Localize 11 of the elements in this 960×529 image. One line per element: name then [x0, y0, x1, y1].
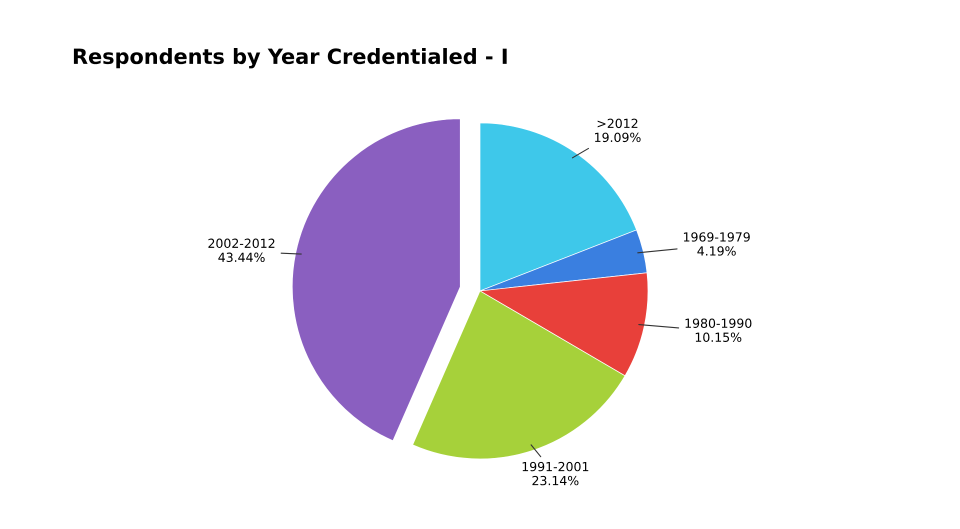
data-label: 19.09% [595, 132, 641, 142]
slice-label: 1991-2001 [522, 462, 588, 472]
data-label: 43.44% [218, 252, 265, 262]
slice-label: >2012 [598, 118, 638, 128]
data-label: 4.19% [697, 246, 736, 256]
data-label: 10.15% [696, 332, 742, 342]
slice-label: 1969-1979 [684, 232, 750, 242]
data-label: 23.14% [532, 476, 578, 486]
chart-title: Respondents by Year Credentialed - I [74, 48, 507, 68]
slice-label: 1980-1990 [686, 318, 752, 328]
slice-label: 2002-2012 [208, 238, 274, 248]
